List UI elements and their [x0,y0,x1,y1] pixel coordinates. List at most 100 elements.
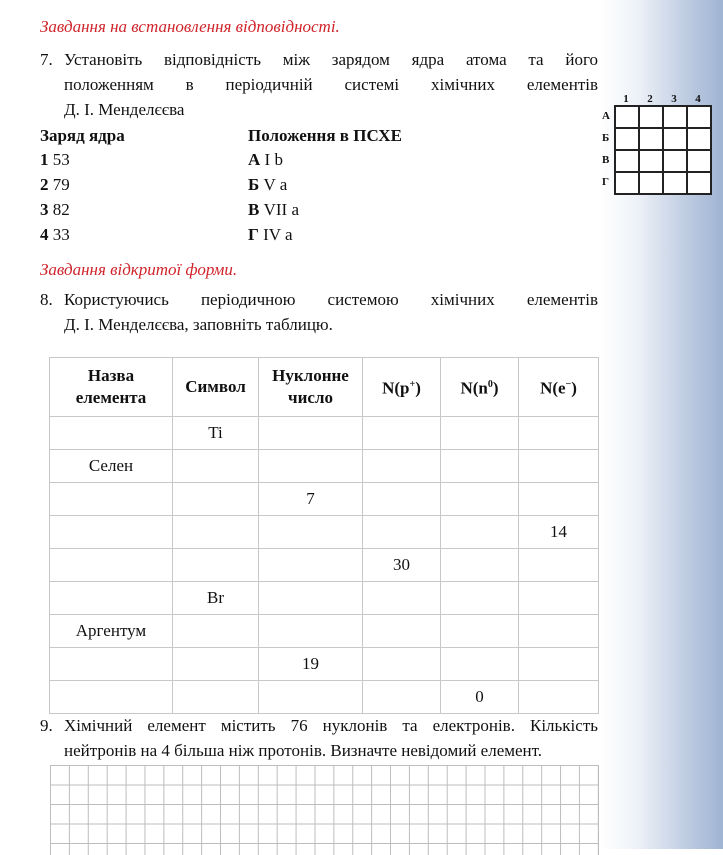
table-cell[interactable] [362,581,441,615]
matrix-cell[interactable] [638,127,664,151]
table-cell[interactable]: Br [172,581,259,615]
table-cell[interactable] [440,416,519,450]
table-row: 30 [49,548,599,582]
table-cell[interactable] [49,482,173,516]
header-text: Нуклонне [272,366,349,385]
table-cell[interactable] [172,515,259,549]
table-cell[interactable] [440,614,519,648]
table-row: 0 [49,680,599,714]
answer-matrix[interactable]: 1 2 3 4 А Б В Г [602,93,712,195]
table-cell[interactable] [258,680,363,714]
table-cell[interactable] [258,449,363,483]
matrix-cell[interactable] [638,105,664,129]
table-cell[interactable] [49,416,173,450]
matrix-cell[interactable] [614,127,640,151]
table-cell[interactable]: Аргентум [49,614,173,648]
table-cell[interactable] [518,647,599,681]
table-cell[interactable] [172,548,259,582]
table-cell[interactable]: 19 [258,647,363,681]
table-cell[interactable] [362,416,441,450]
table-cell[interactable] [258,581,363,615]
table-cell[interactable] [518,548,599,582]
table-cell[interactable] [258,614,363,648]
matrix-cell[interactable] [686,149,712,173]
table-cell[interactable] [362,680,441,714]
header-text: Назва [87,366,135,385]
table-cell[interactable] [440,482,519,516]
table-cell[interactable] [172,449,259,483]
matrix-row-label: А [602,110,610,122]
matrix-cell[interactable] [638,149,664,173]
table-row: Br [49,581,599,615]
table-cell[interactable] [258,548,363,582]
table-cell[interactable] [49,680,173,714]
matrix-cell[interactable] [662,171,688,195]
question-text: Установіть відповідність між зарядом ядр… [64,50,598,69]
header-name: Назва елемента [49,357,173,417]
table-row: Аргентум [49,614,599,648]
position-item: Б V a [248,175,288,194]
table-cell[interactable]: Ti [172,416,259,450]
matrix-cell[interactable] [614,171,640,195]
table-cell[interactable] [49,548,173,582]
matrix-cell[interactable] [686,127,712,151]
matrix-cell[interactable] [614,105,640,129]
matrix-row-label: В [602,154,610,166]
table-cell[interactable] [172,482,259,516]
question-text: Д. І. Менделєєва [64,100,185,119]
table-cell[interactable]: 7 [258,482,363,516]
table-cell[interactable] [172,614,259,648]
charge-item: 3 82 [40,200,70,219]
table-cell[interactable] [362,614,441,648]
table-row: 19 [49,647,599,681]
table-cell[interactable] [49,581,173,615]
matrix-col-label: 1 [623,93,629,105]
question-text: положенням в періодичній системі хімічни… [64,75,598,94]
header-protons: N(p+) [362,357,441,417]
table-cell[interactable] [172,680,259,714]
table-cell[interactable] [49,515,173,549]
matrix-grid[interactable] [614,105,712,195]
header-neutrons: N(n0) [440,357,519,417]
table-cell[interactable] [518,581,599,615]
table-cell[interactable]: Селен [49,449,173,483]
question-number: 8. [40,290,53,309]
header-text: число [288,388,333,407]
table-cell[interactable] [518,614,599,648]
matrix-cell[interactable] [662,149,688,173]
matrix-cell[interactable] [662,105,688,129]
column-header: Заряд ядра [40,126,125,145]
matrix-cell[interactable] [686,105,712,129]
table-cell[interactable] [440,647,519,681]
table-cell[interactable] [440,449,519,483]
table-cell[interactable] [362,449,441,483]
table-cell[interactable] [518,680,599,714]
matrix-cell[interactable] [638,171,664,195]
matrix-col-label: 2 [647,93,653,105]
table-cell[interactable]: 14 [518,515,599,549]
table-cell[interactable] [518,449,599,483]
table-row: 14 [49,515,599,549]
matrix-cell[interactable] [662,127,688,151]
section-title-matching: Завдання на встановлення відповідності. [40,17,340,36]
table-cell[interactable] [258,515,363,549]
table-cell[interactable] [172,647,259,681]
table-cell[interactable] [362,482,441,516]
header-text: елемента [75,388,147,407]
table-cell[interactable] [362,515,441,549]
table-cell[interactable] [518,416,599,450]
table-cell[interactable] [49,647,173,681]
charge-item: 1 53 [40,150,70,169]
table-cell[interactable] [440,548,519,582]
matrix-cell[interactable] [686,171,712,195]
table-cell[interactable] [518,482,599,516]
answer-grid[interactable] [50,765,599,855]
table-cell[interactable] [440,581,519,615]
table-cell[interactable]: 0 [440,680,519,714]
table-cell[interactable]: 30 [362,548,441,582]
table-cell[interactable] [362,647,441,681]
table-cell[interactable] [440,515,519,549]
table-cell[interactable] [258,416,363,450]
matrix-cell[interactable] [614,149,640,173]
position-item: В VII a [248,200,299,219]
